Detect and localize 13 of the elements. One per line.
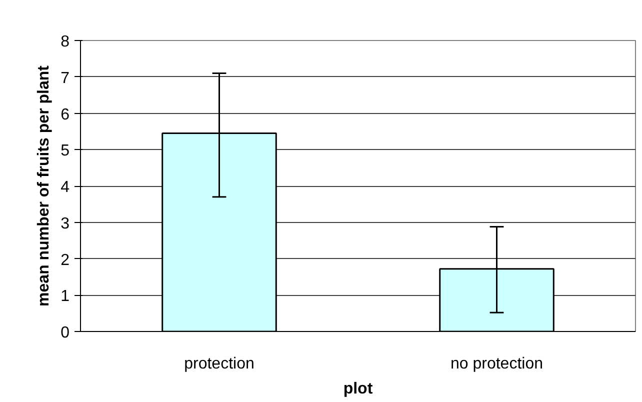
y-tick-label: 2 bbox=[60, 252, 70, 269]
y-tick-label: 5 bbox=[60, 142, 70, 160]
x-tick-label: protection bbox=[184, 356, 254, 372]
x-axis-title: plot bbox=[343, 380, 374, 398]
y-tick-label: 0 bbox=[60, 324, 70, 342]
y-tick-label: 3 bbox=[60, 215, 70, 232]
y-tick-label: 4 bbox=[60, 179, 70, 196]
y-tick-label: 1 bbox=[60, 288, 70, 306]
y-axis-title: mean number of fruits per plant bbox=[36, 64, 53, 306]
y-tick-label: 8 bbox=[60, 34, 70, 50]
y-tick-label: 7 bbox=[60, 70, 70, 87]
y-tick-label: 6 bbox=[60, 106, 70, 124]
x-tick-label: no protection bbox=[450, 356, 544, 372]
